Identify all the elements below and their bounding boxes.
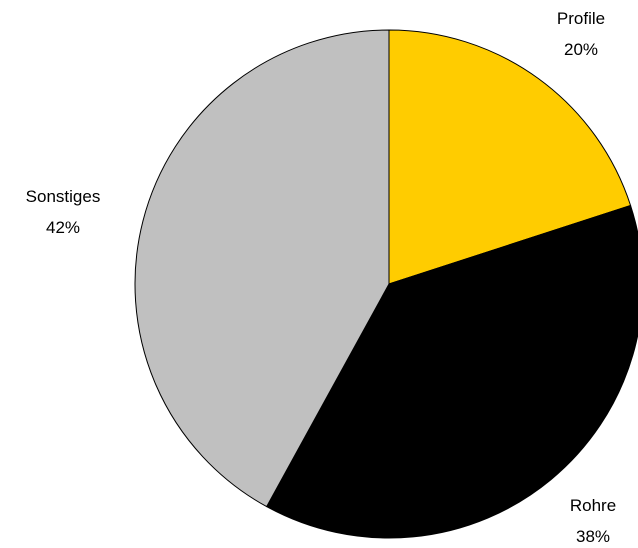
slice-value-label-rohre: 38%: [576, 527, 610, 546]
slice-label-rohre: Rohre: [570, 496, 616, 515]
pie-labels: Profile 20% Rohre 38% Sonstiges 42%: [26, 9, 616, 546]
pie-slice-sonstiges: [134, 29, 390, 508]
slice-value-label-sonstiges: 42%: [46, 218, 80, 237]
slice-label-sonstiges: Sonstiges: [26, 187, 101, 206]
pie-slices: [134, 29, 638, 539]
slice-value-label-profile: 20%: [564, 40, 598, 59]
pie-slice-profile: [388, 29, 632, 285]
slice-label-profile: Profile: [557, 9, 605, 28]
pie-slice-rohre: [265, 204, 638, 539]
